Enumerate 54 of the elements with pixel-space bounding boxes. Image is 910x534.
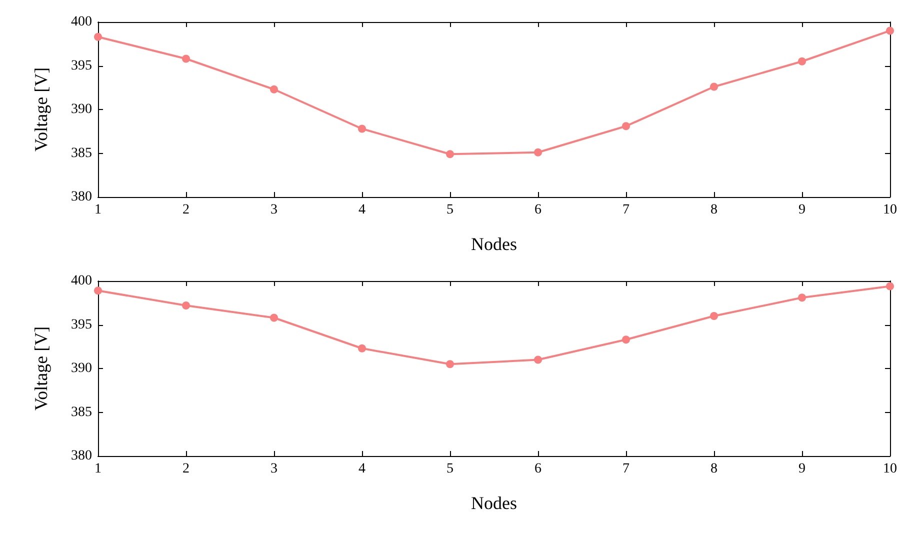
point xyxy=(798,294,806,302)
x-axis-title: Nodes xyxy=(471,493,517,513)
point xyxy=(622,122,630,130)
x-tick-label: 1 xyxy=(94,202,102,218)
x-tick-label: 2 xyxy=(182,462,190,476)
x-tick-label: 3 xyxy=(270,462,278,476)
point xyxy=(534,148,542,156)
x-tick-label: 7 xyxy=(622,202,630,218)
x-tick-label: 5 xyxy=(446,462,454,476)
point xyxy=(534,356,542,364)
point xyxy=(94,32,102,41)
y-tick-label: 390 xyxy=(71,361,92,376)
x-tick-label: 3 xyxy=(270,202,278,218)
point xyxy=(358,344,366,352)
x-tick-label: 8 xyxy=(710,462,718,476)
y-tick-label: 385 xyxy=(71,146,92,161)
y-tick-label: 385 xyxy=(71,404,92,420)
y-tick-label: 395 xyxy=(71,58,92,74)
x-tick-label: 5 xyxy=(446,202,454,218)
point xyxy=(182,54,190,63)
y-axis-title: Voltage [V] xyxy=(31,326,51,411)
point xyxy=(710,312,718,320)
point xyxy=(446,150,454,158)
point xyxy=(710,82,718,91)
point xyxy=(622,336,630,344)
x-tick-label: 1 xyxy=(94,462,102,476)
x-axis-title: Nodes xyxy=(471,234,517,254)
x-tick-label: 4 xyxy=(358,202,366,218)
x-tick-label: 6 xyxy=(534,462,542,476)
x-tick-label: 2 xyxy=(182,202,190,218)
point xyxy=(798,57,806,66)
point xyxy=(94,286,102,295)
y-tick-label: 395 xyxy=(71,317,92,332)
point xyxy=(182,302,190,310)
x-tick-label: 8 xyxy=(710,202,718,218)
x-tick-label: 7 xyxy=(622,462,630,476)
x-tick-label: 10 xyxy=(883,202,897,218)
x-tick-label: 6 xyxy=(534,202,542,218)
point xyxy=(270,85,278,94)
point xyxy=(358,124,366,133)
y-tick-label: 400 xyxy=(71,14,92,30)
point xyxy=(446,360,454,368)
x-tick-label: 4 xyxy=(358,462,366,476)
y-tick-label: 400 xyxy=(71,274,92,288)
point xyxy=(886,26,894,35)
point xyxy=(886,282,894,290)
y-axis-title: Voltage [V] xyxy=(31,67,51,152)
y-tick-label: 390 xyxy=(71,102,92,117)
y-tick-label: 380 xyxy=(71,190,92,204)
x-tick-label: 10 xyxy=(883,462,897,476)
x-tick-label: 9 xyxy=(798,462,806,476)
x-tick-label: 9 xyxy=(798,202,806,218)
y-tick-label: 380 xyxy=(71,448,92,464)
point xyxy=(270,314,278,322)
